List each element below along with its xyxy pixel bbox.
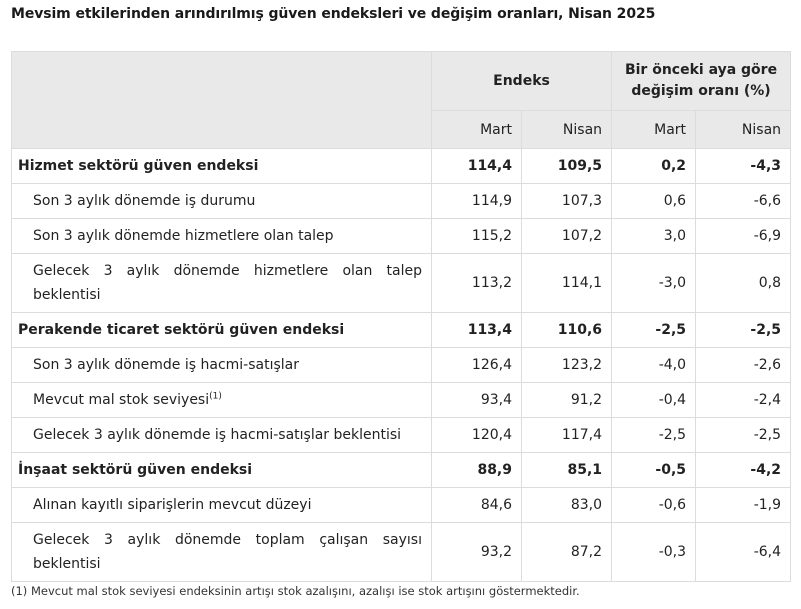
cell-mart-index: 113,2	[431, 253, 522, 313]
cell-mart-index: 120,4	[431, 417, 522, 453]
table-row: Hizmet sektörü güven endeksi 114,4 109,5…	[11, 148, 792, 184]
cell-mart-change: -0,5	[611, 452, 697, 488]
cell-mart-change: 3,0	[611, 218, 697, 254]
footnote-mark: (1)	[209, 391, 222, 402]
table-row: Son 3 aylık dönemde hizmetlere olan tale…	[11, 218, 792, 254]
cell-nisan-change: -1,9	[695, 487, 792, 523]
confidence-index-table: Endeks Bir önceki aya göre değişim oranı …	[11, 51, 792, 582]
row-label: Son 3 aylık dönemde iş hacmi-satışlar	[11, 347, 432, 383]
row-label: Son 3 aylık dönemde iş durumu	[11, 183, 432, 219]
cell-nisan-change: -2,5	[695, 312, 792, 348]
row-label: Gelecek 3 aylık dönemde hizmetlere olan …	[11, 253, 432, 313]
cell-nisan-change: -2,4	[695, 382, 792, 418]
cell-nisan-index: 83,0	[520, 487, 613, 523]
cell-mart-change: -4,0	[611, 347, 697, 383]
table-row: Son 3 aylık dönemde iş durumu 114,9 107,…	[11, 183, 792, 219]
table-row: Gelecek 3 aylık dönemde toplam çalışan s…	[11, 522, 792, 582]
cell-nisan-index: 85,1	[520, 452, 613, 488]
cell-nisan-index: 117,4	[520, 417, 613, 453]
cell-nisan-change: -4,2	[695, 452, 792, 488]
cell-mart-index: 84,6	[431, 487, 522, 523]
header-mart-index: Mart	[431, 110, 522, 149]
cell-mart-change: 0,6	[611, 183, 697, 219]
cell-mart-index: 115,2	[431, 218, 522, 254]
row-label: Hizmet sektörü güven endeksi	[11, 148, 432, 184]
row-label: Alınan kayıtlı siparişlerin mevcut düzey…	[11, 487, 432, 523]
cell-nisan-index: 109,5	[520, 148, 613, 184]
cell-mart-change: -0,3	[611, 522, 697, 582]
header-change-line2: değişim oranı (%)	[631, 83, 771, 99]
row-label: Son 3 aylık dönemde hizmetlere olan tale…	[11, 218, 432, 254]
cell-nisan-index: 123,2	[520, 347, 613, 383]
row-label: Mevcut mal stok seviyesi(1)	[11, 382, 432, 418]
header-stub	[11, 51, 432, 149]
cell-mart-index: 126,4	[431, 347, 522, 383]
cell-mart-index: 93,2	[431, 522, 522, 582]
header-change-line1: Bir önceki aya göre	[624, 62, 778, 78]
row-label: Gelecek 3 aylık dönemde toplam çalışan s…	[11, 522, 432, 582]
row-label-text: Mevcut mal stok seviyesi	[33, 392, 210, 408]
cell-nisan-change: -2,6	[695, 347, 792, 383]
cell-mart-change: -3,0	[611, 253, 697, 313]
cell-nisan-change: -6,4	[695, 522, 792, 582]
footnote: (1) Mevcut mal stok seviyesi endeksinin …	[11, 584, 580, 598]
table-row: İnşaat sektörü güven endeksi 88,9 85,1 -…	[11, 452, 792, 488]
cell-nisan-change: -2,5	[695, 417, 792, 453]
table-row: Alınan kayıtlı siparişlerin mevcut düzey…	[11, 487, 792, 523]
cell-mart-index: 88,9	[431, 452, 522, 488]
cell-mart-index: 93,4	[431, 382, 522, 418]
cell-nisan-index: 107,3	[520, 183, 613, 219]
cell-mart-change: -2,5	[611, 312, 697, 348]
cell-nisan-change: -6,6	[695, 183, 792, 219]
cell-mart-index: 114,4	[431, 148, 522, 184]
header-nisan-change: Nisan	[695, 110, 792, 149]
cell-nisan-change: 0,8	[695, 253, 792, 313]
cell-mart-change: -0,4	[611, 382, 697, 418]
table-row: Gelecek 3 aylık dönemde hizmetlere olan …	[11, 253, 792, 313]
header-index-group: Endeks	[430, 51, 613, 111]
row-label: Perakende ticaret sektörü güven endeksi	[11, 312, 432, 348]
cell-nisan-index: 107,2	[520, 218, 613, 254]
cell-nisan-index: 110,6	[520, 312, 613, 348]
cell-mart-change: -0,6	[611, 487, 697, 523]
cell-nisan-change: -6,9	[695, 218, 792, 254]
row-label: İnşaat sektörü güven endeksi	[11, 452, 432, 488]
cell-mart-index: 114,9	[431, 183, 522, 219]
cell-mart-change: 0,2	[611, 148, 697, 184]
cell-mart-change: -2,5	[611, 417, 697, 453]
table-row: Son 3 aylık dönemde iş hacmi-satışlar 12…	[11, 347, 792, 383]
header-change-group: Bir önceki aya göre değişim oranı (%)	[611, 51, 792, 111]
table-row: Perakende ticaret sektörü güven endeksi …	[11, 312, 792, 348]
header-mart-change: Mart	[611, 110, 697, 149]
cell-nisan-index: 87,2	[520, 522, 613, 582]
table-row: Gelecek 3 aylık dönemde iş hacmi-satışla…	[11, 417, 792, 453]
cell-nisan-index: 91,2	[520, 382, 613, 418]
header-nisan-index: Nisan	[520, 110, 613, 149]
cell-mart-index: 113,4	[431, 312, 522, 348]
row-label: Gelecek 3 aylık dönemde iş hacmi-satışla…	[11, 417, 432, 453]
table-row: Mevcut mal stok seviyesi(1) 93,4 91,2 -0…	[11, 382, 792, 418]
table-title: Mevsim etkilerinden arındırılmış güven e…	[11, 6, 656, 22]
cell-nisan-index: 114,1	[520, 253, 613, 313]
cell-nisan-change: -4,3	[695, 148, 792, 184]
